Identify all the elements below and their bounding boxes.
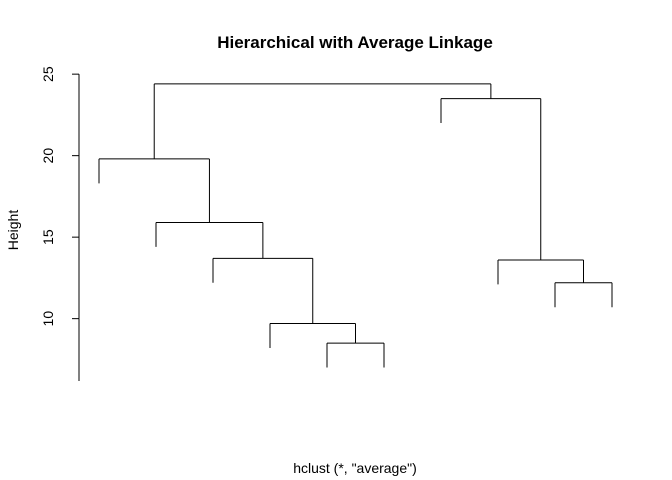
y-tick-label-10: 10 [40, 311, 56, 327]
y-tick-label-20: 20 [40, 148, 56, 164]
y-axis: 10 15 20 25 [40, 66, 80, 381]
chart-title: Hierarchical with Average Linkage [217, 33, 493, 52]
x-axis-label: hclust (*, "average") [293, 460, 417, 476]
dendrogram-links [98, 83, 613, 368]
y-tick-label-15: 15 [40, 229, 56, 245]
y-axis-label: Height [5, 210, 21, 251]
y-tick-label-25: 25 [40, 66, 56, 82]
